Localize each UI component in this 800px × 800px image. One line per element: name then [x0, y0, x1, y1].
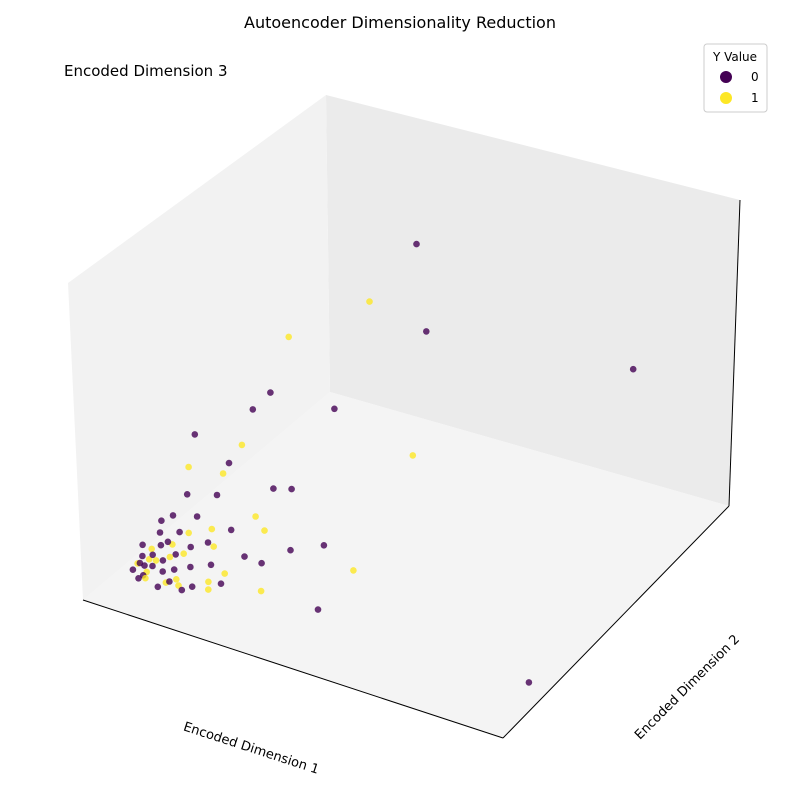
legend: Y Value 0 1 — [703, 43, 768, 113]
legend-box — [703, 43, 768, 113]
data-point-class-0 — [129, 566, 137, 573]
data-point-class-0 — [225, 459, 233, 467]
data-point-class-0 — [320, 542, 328, 549]
chart-title: Autoencoder Dimensionality Reduction — [244, 13, 556, 32]
data-point-class-0 — [169, 512, 177, 519]
data-point-class-0 — [227, 526, 235, 534]
data-point-class-0 — [139, 541, 146, 549]
x-axis-line — [82, 599, 504, 739]
data-point-class-1 — [152, 557, 160, 564]
data-point-class-0 — [270, 485, 277, 492]
data-point-class-1 — [210, 543, 217, 550]
data-point-class-1 — [350, 567, 357, 574]
data-point-class-0 — [187, 563, 194, 571]
data-point-class-0 — [136, 559, 144, 567]
data-point-class-0 — [178, 586, 186, 594]
data-point-class-0 — [331, 405, 338, 413]
data-point-class-0 — [164, 538, 172, 546]
data-point-class-1 — [173, 576, 180, 583]
data-point-class-0 — [172, 551, 179, 558]
x-axis-label: Encoded Dimension 1 — [181, 720, 320, 778]
data-point-class-1 — [221, 570, 228, 577]
data-point-class-0 — [191, 431, 199, 438]
data-point-class-0 — [213, 491, 221, 499]
data-point-class-1 — [208, 525, 216, 533]
z-axis-line — [728, 199, 741, 507]
data-point-class-0 — [159, 557, 167, 564]
data-point-class-1 — [366, 298, 373, 305]
data-point-class-0 — [158, 517, 165, 524]
data-point-class-1 — [257, 587, 265, 595]
legend-marker-0 — [720, 71, 732, 83]
data-point-class-0 — [423, 328, 430, 335]
data-point-class-0 — [217, 580, 225, 587]
data-point-class-1 — [148, 545, 155, 553]
data-point-class-1 — [166, 553, 174, 561]
data-point-class-0 — [288, 485, 295, 493]
data-point-class-0 — [159, 568, 166, 575]
data-point-class-1 — [205, 586, 212, 593]
data-point-class-0 — [149, 551, 156, 559]
legend-label-1: 1 — [751, 91, 759, 105]
data-point-class-0 — [287, 546, 294, 554]
data-point-class-1 — [285, 333, 293, 341]
data-point-class-0 — [183, 491, 191, 498]
data-point-class-0 — [413, 240, 420, 248]
pane-left — [68, 95, 330, 600]
data-point-class-0 — [149, 562, 156, 570]
data-point-class-0 — [207, 561, 215, 569]
data-point-class-0 — [170, 566, 178, 573]
z-axis-label: Encoded Dimension 3 — [64, 62, 228, 80]
data-point-class-0 — [154, 583, 162, 591]
data-point-class-1 — [185, 529, 192, 537]
data-point-class-1 — [219, 470, 227, 477]
data-point-class-0 — [187, 543, 194, 551]
data-point-class-0 — [204, 539, 212, 546]
data-point-class-0 — [135, 575, 142, 582]
data-point-class-0 — [249, 406, 257, 413]
data-point-class-0 — [314, 606, 322, 613]
legend-marker-1 — [720, 92, 732, 104]
data-point-class-0 — [139, 552, 146, 560]
data-point-class-1 — [185, 463, 192, 471]
data-point-class-1 — [409, 452, 417, 459]
data-point-class-0 — [241, 553, 248, 560]
data-point-class-0 — [193, 513, 201, 520]
legend-title: Y Value — [712, 50, 757, 64]
pane-floor — [83, 392, 729, 738]
data-point-class-0 — [525, 679, 533, 686]
data-point-class-1 — [145, 556, 153, 563]
data-point-class-0 — [258, 559, 265, 567]
data-point-class-0 — [166, 578, 173, 585]
pane-back — [326, 95, 740, 506]
data-point-class-1 — [205, 578, 212, 586]
data-point-class-1 — [261, 527, 268, 534]
y-axis-label: Encoded Dimension 2 — [632, 632, 743, 743]
data-point-class-1 — [252, 513, 259, 520]
data-point-class-0 — [629, 365, 637, 373]
scatter-points — [129, 240, 637, 686]
data-point-class-1 — [180, 550, 187, 557]
data-point-class-0 — [176, 528, 183, 536]
data-point-class-0 — [267, 389, 274, 396]
y-axis-line — [502, 505, 730, 739]
data-point-class-0 — [157, 541, 165, 549]
data-point-class-0 — [188, 583, 196, 590]
data-point-class-1 — [238, 441, 246, 449]
legend-label-0: 0 — [751, 70, 759, 84]
data-point-class-0 — [156, 529, 164, 536]
data-point-class-1 — [142, 574, 149, 582]
